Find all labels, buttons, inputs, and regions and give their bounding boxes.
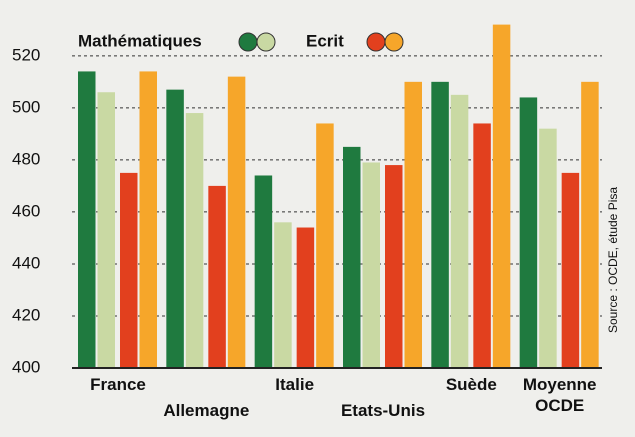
y-tick-label: 480 [12, 149, 40, 168]
x-tick-label: Allemagne [163, 401, 250, 420]
bar [492, 24, 511, 369]
x-tick-label: Moyenne OCDE [522, 375, 597, 415]
bar [254, 175, 273, 368]
bar [139, 71, 157, 368]
bar [450, 94, 469, 368]
bar [519, 97, 538, 369]
legend-label: Mathématiques [78, 31, 202, 50]
bar [227, 76, 246, 368]
bar [296, 227, 315, 368]
bar [431, 81, 449, 368]
legend-label: Ecrit [306, 31, 344, 50]
x-tick-label: Suède [445, 375, 497, 394]
bar [78, 71, 96, 368]
bar [97, 92, 115, 368]
x-tick-label: Etats-Unis [340, 401, 426, 420]
bar [404, 81, 422, 368]
x-tick-label: France [90, 375, 146, 394]
y-tick-label: 460 [12, 201, 40, 220]
x-tick-label: Italie [275, 375, 315, 394]
legend-icons [238, 32, 404, 52]
y-tick-label: 500 [12, 97, 40, 116]
y-tick-label: 440 [12, 253, 40, 272]
bar [208, 185, 226, 368]
bar [561, 172, 580, 368]
y-tick-label: 420 [12, 305, 40, 324]
bar [581, 81, 599, 368]
bar [185, 113, 204, 368]
bar [473, 123, 491, 368]
bar [343, 146, 361, 368]
bar [166, 89, 184, 368]
bar [362, 162, 380, 368]
bar [385, 165, 403, 368]
source-note: Source : OCDE, étude Pisa [606, 187, 620, 333]
bar [316, 123, 334, 368]
bar [120, 172, 138, 368]
y-tick-label: 400 [12, 357, 40, 376]
y-tick-label: 520 [12, 45, 40, 64]
bar [274, 222, 292, 368]
bar [539, 128, 557, 368]
